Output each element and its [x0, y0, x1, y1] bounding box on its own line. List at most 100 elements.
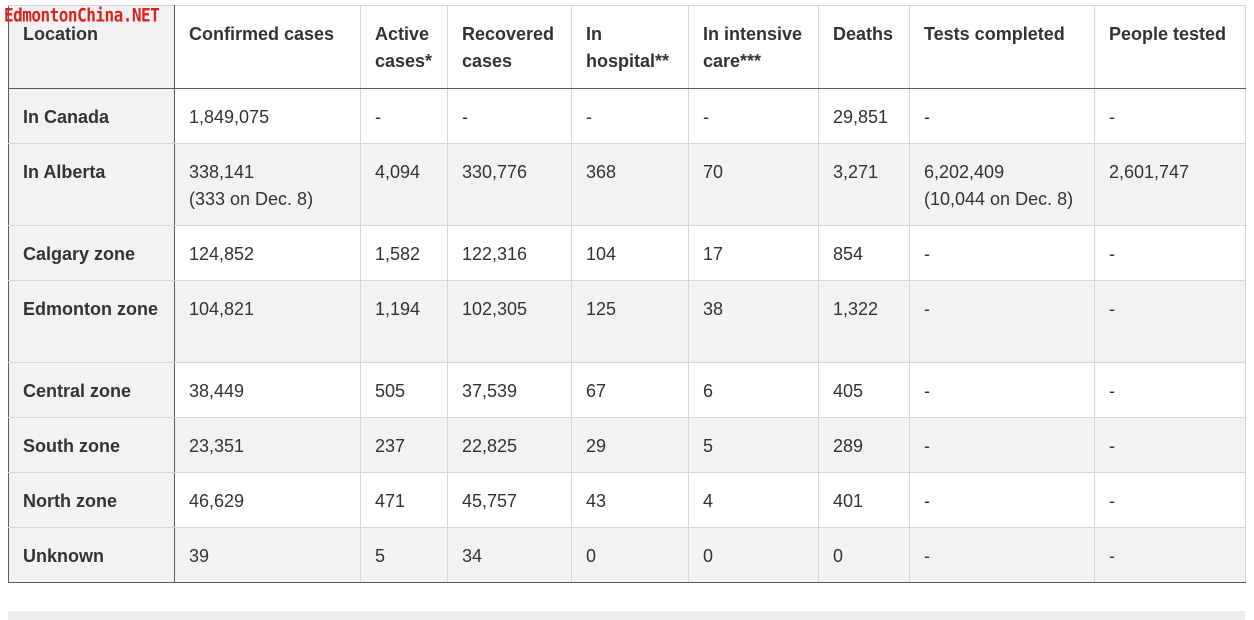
cell-icu: -	[688, 88, 819, 144]
cell-icu-value: -	[703, 107, 709, 127]
cell-confirmed-value: 38,449	[189, 381, 245, 401]
cell-confirmed: 104,821	[174, 280, 361, 363]
cell-recovered: 330,776	[447, 143, 572, 226]
cell-active: 4,094	[360, 143, 448, 226]
cell-tests-value: -	[924, 436, 930, 456]
table-row: South zone 23,351 237 22,825 29 5 289 - -	[8, 417, 1246, 473]
cell-confirmed-value: 1,849,075	[189, 107, 270, 127]
cell-confirmed: 1,849,075	[174, 88, 361, 144]
cell-tests: 6,202,409 (10,044 on Dec. 8)	[909, 143, 1095, 226]
cell-recovered-value: 102,305	[462, 299, 528, 319]
cell-active-value: -	[375, 107, 381, 127]
cell-people: 2,601,747	[1094, 143, 1246, 226]
cell-people-value: -	[1109, 244, 1115, 264]
cell-hospital-value: 67	[586, 381, 607, 401]
cell-icu-value: 0	[703, 546, 714, 566]
cell-tests: -	[909, 527, 1095, 583]
cell-people-value: -	[1109, 546, 1115, 566]
cell-hospital-value: 0	[586, 546, 597, 566]
cell-active: 5	[360, 527, 448, 583]
cell-tests-value: -	[924, 491, 930, 511]
cell-tests: -	[909, 280, 1095, 363]
row-location: Central zone	[8, 362, 175, 418]
cell-active-value: 4,094	[375, 162, 421, 182]
cell-tests-value: -	[924, 299, 930, 319]
cell-recovered: 22,825	[447, 417, 572, 473]
cell-recovered-value: 22,825	[462, 436, 518, 456]
cell-confirmed-note: (333 on Dec. 8)	[189, 189, 314, 209]
table-row: In Alberta 338,141 (333 on Dec. 8) 4,094 330…	[8, 143, 1246, 226]
row-location: Edmonton zone	[8, 280, 175, 363]
cell-tests: -	[909, 88, 1095, 144]
cell-icu: 17	[688, 225, 819, 281]
cell-deaths: 405	[818, 362, 910, 418]
column-header-location: Location	[8, 5, 175, 89]
cell-active: 505	[360, 362, 448, 418]
cell-confirmed-value: 23,351	[189, 436, 245, 456]
row-location: In Alberta	[8, 143, 175, 226]
cell-tests-value: 6,202,409	[924, 162, 1005, 182]
cell-active-value: 1,582	[375, 244, 421, 264]
cell-icu: 6	[688, 362, 819, 418]
cell-hospital-value: 43	[586, 491, 607, 511]
cell-tests: -	[909, 225, 1095, 281]
cell-hospital: 0	[571, 527, 689, 583]
cell-confirmed: 23,351	[174, 417, 361, 473]
cell-active: 237	[360, 417, 448, 473]
watermark-logo: EdmontonChina.NET	[4, 4, 160, 26]
cell-active-value: 237	[375, 436, 406, 456]
header-row: Location Confirmed cases Active cases* R…	[8, 5, 1246, 89]
cell-deaths: 854	[818, 225, 910, 281]
cell-confirmed-value: 46,629	[189, 491, 245, 511]
cell-deaths-value: 289	[833, 436, 864, 456]
cell-hospital-value: 29	[586, 436, 607, 456]
cell-deaths-value: 3,271	[833, 162, 879, 182]
table-row: Central zone 38,449 505 37,539 67 6 405 - -	[8, 362, 1246, 418]
cell-hospital: 67	[571, 362, 689, 418]
cell-icu: 4	[688, 472, 819, 528]
cell-confirmed: 124,852	[174, 225, 361, 281]
cell-deaths: 3,271	[818, 143, 910, 226]
cell-active: 1,582	[360, 225, 448, 281]
cell-confirmed: 338,141 (333 on Dec. 8)	[174, 143, 361, 226]
cell-recovered: 34	[447, 527, 572, 583]
cell-recovered: 122,316	[447, 225, 572, 281]
cell-active-value: 471	[375, 491, 406, 511]
cell-tests-value: -	[924, 381, 930, 401]
cell-tests-note: (10,044 on Dec. 8)	[924, 189, 1074, 209]
row-location: Unknown	[8, 527, 175, 583]
cell-people: -	[1094, 225, 1246, 281]
cell-icu-value: 5	[703, 436, 714, 456]
cell-hospital: 43	[571, 472, 689, 528]
cell-people-value: -	[1109, 299, 1115, 319]
cell-active-value: 1,194	[375, 299, 421, 319]
table-row: In Canada 1,849,075 - - - - 29,851 - -	[8, 88, 1246, 144]
cell-tests-value: -	[924, 546, 930, 566]
cell-people-value: -	[1109, 436, 1115, 456]
cell-recovered-value: 330,776	[462, 162, 528, 182]
cell-active-value: 505	[375, 381, 406, 401]
table-row: Calgary zone 124,852 1,582 122,316 104 17 854 -…	[8, 225, 1246, 281]
cell-icu: 70	[688, 143, 819, 226]
cell-hospital: 368	[571, 143, 689, 226]
cell-people-value: -	[1109, 107, 1115, 127]
cell-active: -	[360, 88, 448, 144]
cell-icu-value: 6	[703, 381, 714, 401]
column-header-recovered: Recovered cases	[447, 5, 572, 89]
cell-icu-value: 70	[703, 162, 724, 182]
cell-deaths-value: 405	[833, 381, 864, 401]
cell-icu-value: 38	[703, 299, 724, 319]
cell-confirmed: 39	[174, 527, 361, 583]
table-bottom-strip	[8, 611, 1245, 620]
cell-hospital: 29	[571, 417, 689, 473]
cell-hospital-value: 125	[586, 299, 617, 319]
cell-recovered-value: 45,757	[462, 491, 518, 511]
cell-confirmed-value: 104,821	[189, 299, 255, 319]
cell-people: -	[1094, 472, 1246, 528]
cell-icu: 5	[688, 417, 819, 473]
cell-recovered-value: 37,539	[462, 381, 518, 401]
cell-deaths-value: 0	[833, 546, 844, 566]
cell-deaths-value: 401	[833, 491, 864, 511]
cell-recovered-value: -	[462, 107, 468, 127]
cell-deaths: 1,322	[818, 280, 910, 363]
